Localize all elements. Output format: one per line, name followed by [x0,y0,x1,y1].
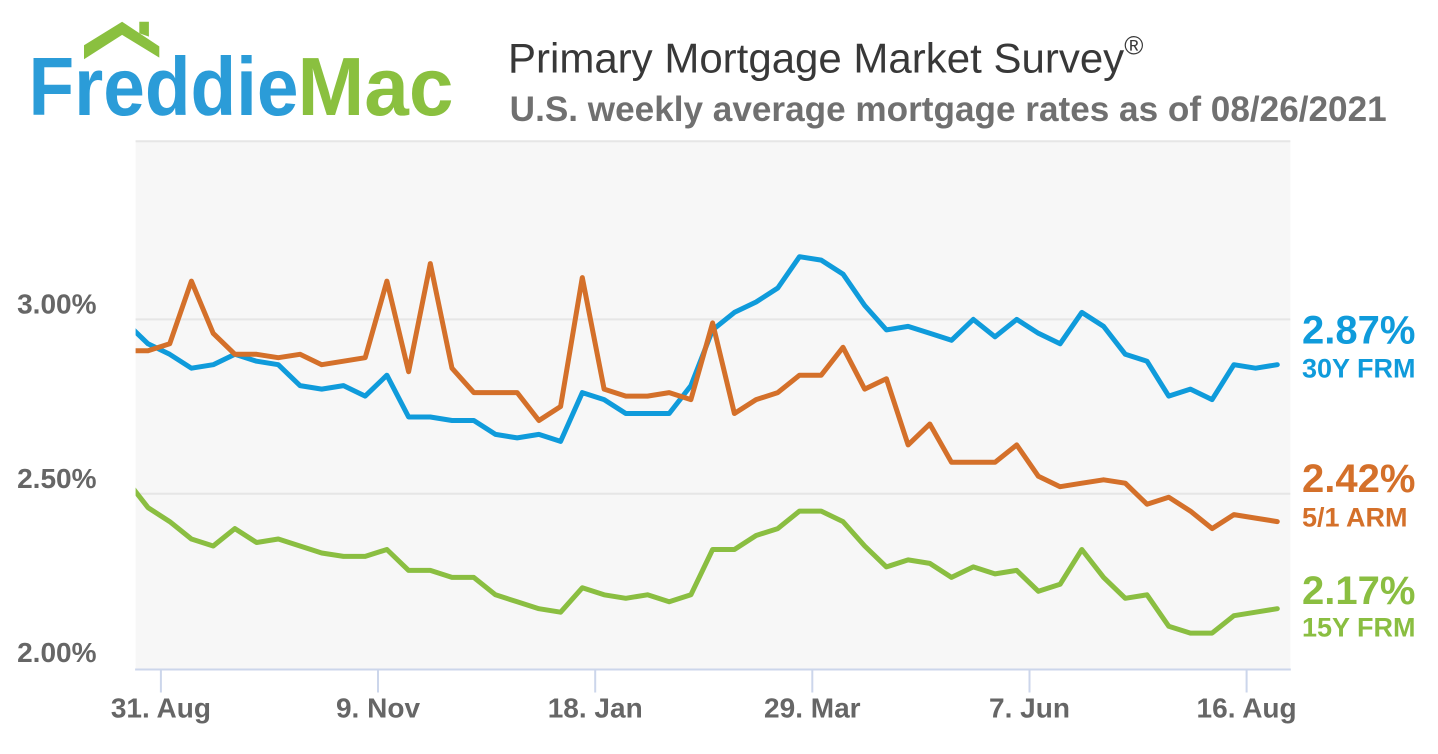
svg-text:29. Mar: 29. Mar [764,692,861,723]
svg-text:18. Jan: 18. Jan [548,692,643,723]
svg-text:Freddie: Freddie [29,40,299,133]
svg-text:30Y FRM: 30Y FRM [1302,354,1416,384]
svg-text:2.17%: 2.17% [1302,569,1415,613]
svg-text:7. Jun: 7. Jun [989,692,1070,723]
svg-text:5/1 ARM: 5/1 ARM [1302,502,1408,532]
svg-text:31. Aug: 31. Aug [111,692,211,723]
svg-text:9. Nov: 9. Nov [336,692,420,723]
svg-text:2.42%: 2.42% [1302,457,1415,501]
svg-text:16. Aug: 16. Aug [1197,692,1297,723]
svg-text:Primary Mortgage Market Survey: Primary Mortgage Market Survey® [508,30,1143,81]
svg-text:3.00%: 3.00% [17,289,96,320]
svg-text:2.00%: 2.00% [17,637,96,668]
svg-text:Mac: Mac [298,40,454,133]
svg-text:15Y FRM: 15Y FRM [1302,612,1416,642]
svg-text:U.S. weekly average mortgage r: U.S. weekly average mortgage rates as of… [510,90,1387,129]
svg-text:2.50%: 2.50% [17,463,96,494]
svg-text:2.87%: 2.87% [1302,309,1415,353]
